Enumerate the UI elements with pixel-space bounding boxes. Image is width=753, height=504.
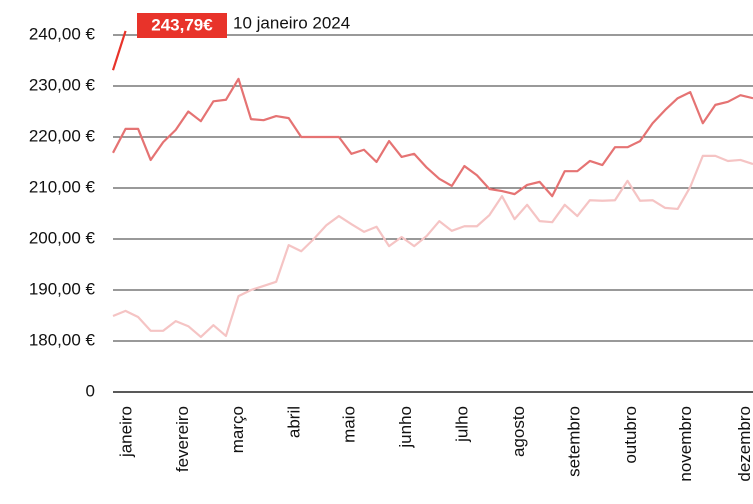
x-tick-label: dezembro: [735, 406, 753, 482]
annotation-value: 243,79€: [151, 15, 213, 34]
x-tick-label: setembro: [564, 406, 583, 477]
x-tick-label: junho: [396, 406, 415, 449]
x-tick-label: outubro: [621, 406, 640, 464]
series-line: [112, 77, 753, 198]
y-tick-label: 190,00 €: [29, 279, 96, 298]
x-tick-label: fevereiro: [173, 406, 192, 472]
x-tick-label: maio: [340, 406, 359, 443]
x-tick-label: março: [228, 406, 247, 453]
annotation-box: [137, 13, 227, 38]
x-tick-label: novembro: [676, 406, 695, 482]
series-line: [112, 154, 753, 339]
y-tick-label: 180,00 €: [29, 330, 96, 349]
annotation-date: 10 janeiro 2024: [233, 13, 350, 32]
y-tick-label: 200,00 €: [29, 228, 96, 247]
y-tick-label: 240,00 €: [29, 24, 96, 43]
y-tick-label: 210,00 €: [29, 177, 96, 196]
x-tick-label: janeiro: [116, 406, 135, 458]
y-tick-label: 230,00 €: [29, 75, 96, 94]
y-tick-label: 0: [86, 381, 95, 400]
y-tick-label: 220,00 €: [29, 126, 96, 145]
plot: 0 180,00 € 190,00 € 200,00 € 210,00 € 220,00 …: [29, 24, 753, 482]
x-tick-label: abril: [284, 406, 303, 438]
series-line: [111, 30, 127, 71]
x-tick-label: julho: [453, 406, 472, 443]
x-tick-label: agosto: [509, 406, 528, 457]
